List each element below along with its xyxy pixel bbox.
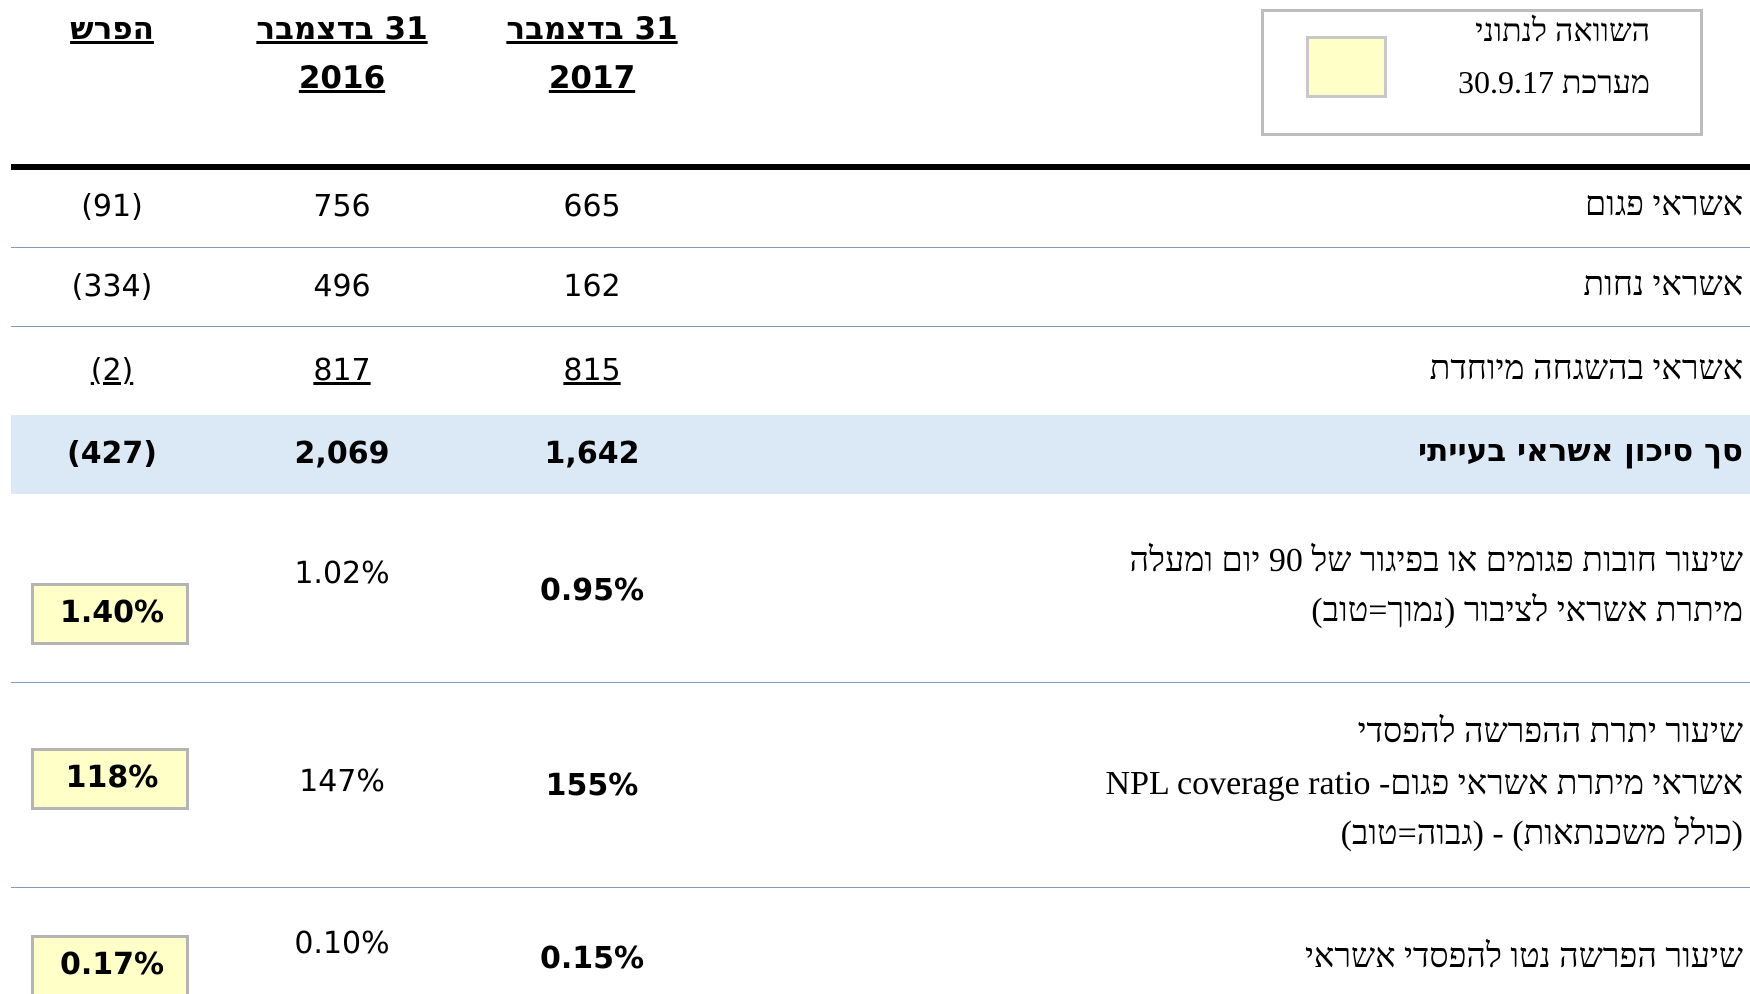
row-label: שיעור חובות פגומים או בפיגור של 90 יום ו…: [1129, 542, 1744, 579]
cell-value: 1.02%: [294, 556, 390, 591]
cell-value: 0.10%: [294, 926, 390, 961]
legend-text: מערכת 30.9.17: [1458, 64, 1650, 100]
legend-text: השוואה לנתוני: [1475, 12, 1650, 48]
row-label: סך סיכון אשראי בעייתי: [1418, 433, 1743, 469]
legend-swatch: [1306, 36, 1387, 98]
cell-value: (334): [71, 269, 153, 304]
cell-value: 756: [313, 189, 371, 224]
highlight-box: [31, 748, 189, 810]
cell-value: 0.95%: [539, 573, 645, 608]
row-separator: [11, 247, 1750, 248]
cell-value: 118%: [65, 760, 159, 795]
cell-value: 665: [563, 189, 621, 224]
total-row-bg: [11, 415, 1750, 494]
cell-value: (427): [66, 436, 158, 471]
cell-value: 0.15%: [539, 941, 645, 976]
cell-value: 1.40%: [59, 595, 165, 630]
cell-value: 815: [563, 353, 621, 388]
row-label: אשראי פגום: [1585, 186, 1743, 223]
highlight-box: [31, 935, 189, 994]
highlight-box: [31, 583, 189, 645]
cell-value: 496: [313, 269, 371, 304]
cell-value: 1,642: [544, 436, 640, 471]
legend-box: [1261, 9, 1703, 136]
row-separator: [11, 326, 1750, 327]
cell-value: 162: [563, 269, 621, 304]
cell-value: 147%: [299, 764, 385, 799]
row-separator: [11, 682, 1750, 683]
row-label: שיעור יתרת ההפרשה להפסדי: [1357, 713, 1743, 750]
header-rule: [11, 164, 1750, 170]
row-separator: [11, 887, 1750, 888]
column-header: 2017: [548, 60, 636, 96]
row-label: (כולל משכנתאות) - (גבוה=טוב): [1340, 815, 1743, 852]
row-label: שיעור הפרשה נטו להפסדי אשראי: [1305, 938, 1743, 975]
column-header: 31 בדצמבר: [506, 11, 678, 47]
column-header: 31 בדצמבר: [256, 11, 428, 47]
cell-value: (91): [81, 189, 143, 224]
column-header: הפרש: [70, 11, 154, 47]
column-header: 2016: [298, 60, 386, 96]
cell-value: 2,069: [294, 436, 390, 471]
row-label: אשראי בהשגחה מיוחדת: [1429, 350, 1743, 387]
cell-value: 0.17%: [59, 947, 165, 982]
row-label: אשראי מיתרת אשראי פגום- NPL coverage rat…: [1105, 765, 1743, 802]
cell-value: 155%: [545, 768, 639, 803]
cell-value: (2): [90, 353, 134, 388]
cell-value: 817: [313, 353, 371, 388]
row-label: מיתרת אשראי לציבור (נמוך=טוב): [1311, 592, 1743, 629]
row-label: אשראי נחות: [1583, 266, 1743, 303]
